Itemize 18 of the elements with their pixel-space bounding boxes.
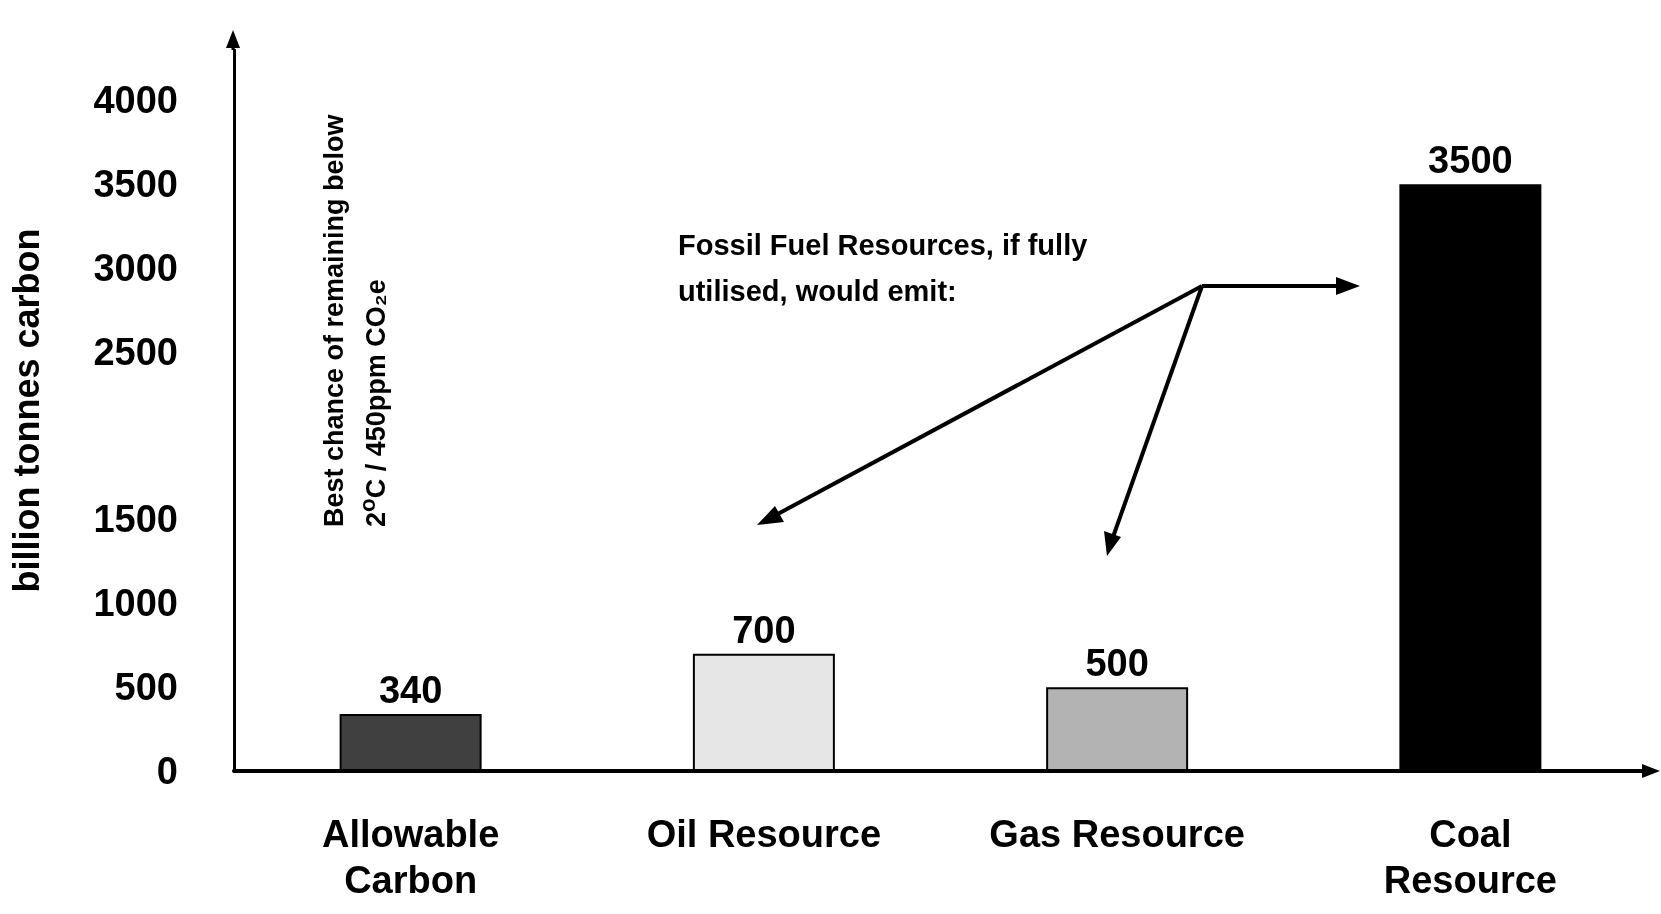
y-tick-label: 0: [156, 750, 178, 792]
y-tick-label: 4000: [93, 79, 178, 122]
data-label: 3500: [1428, 139, 1513, 182]
y-tick-label: 2500: [93, 330, 178, 373]
x-tick-label: Coal Resource: [1383, 813, 1557, 901]
y-tick-label: 1500: [93, 498, 178, 541]
x-tick-label: Gas Resource: [989, 813, 1245, 855]
x-tick-label: Allowable Carbon: [321, 813, 500, 901]
y-tick-label: 500: [114, 666, 178, 709]
data-label: 700: [732, 608, 796, 651]
annotation: Fossil Fuel Resources, if fully utilised, would emit:: [678, 228, 1089, 309]
y-tick-label: 3000: [93, 246, 178, 289]
data-label: 500: [1085, 642, 1149, 685]
y-tick-label: 1000: [93, 582, 178, 625]
x-tick-label: Oil Resource: [646, 813, 882, 855]
data-label: 340: [378, 668, 443, 711]
y-tick-label: 3500: [93, 163, 178, 206]
y-axis-title: billion tonnes carbon: [5, 228, 47, 593]
